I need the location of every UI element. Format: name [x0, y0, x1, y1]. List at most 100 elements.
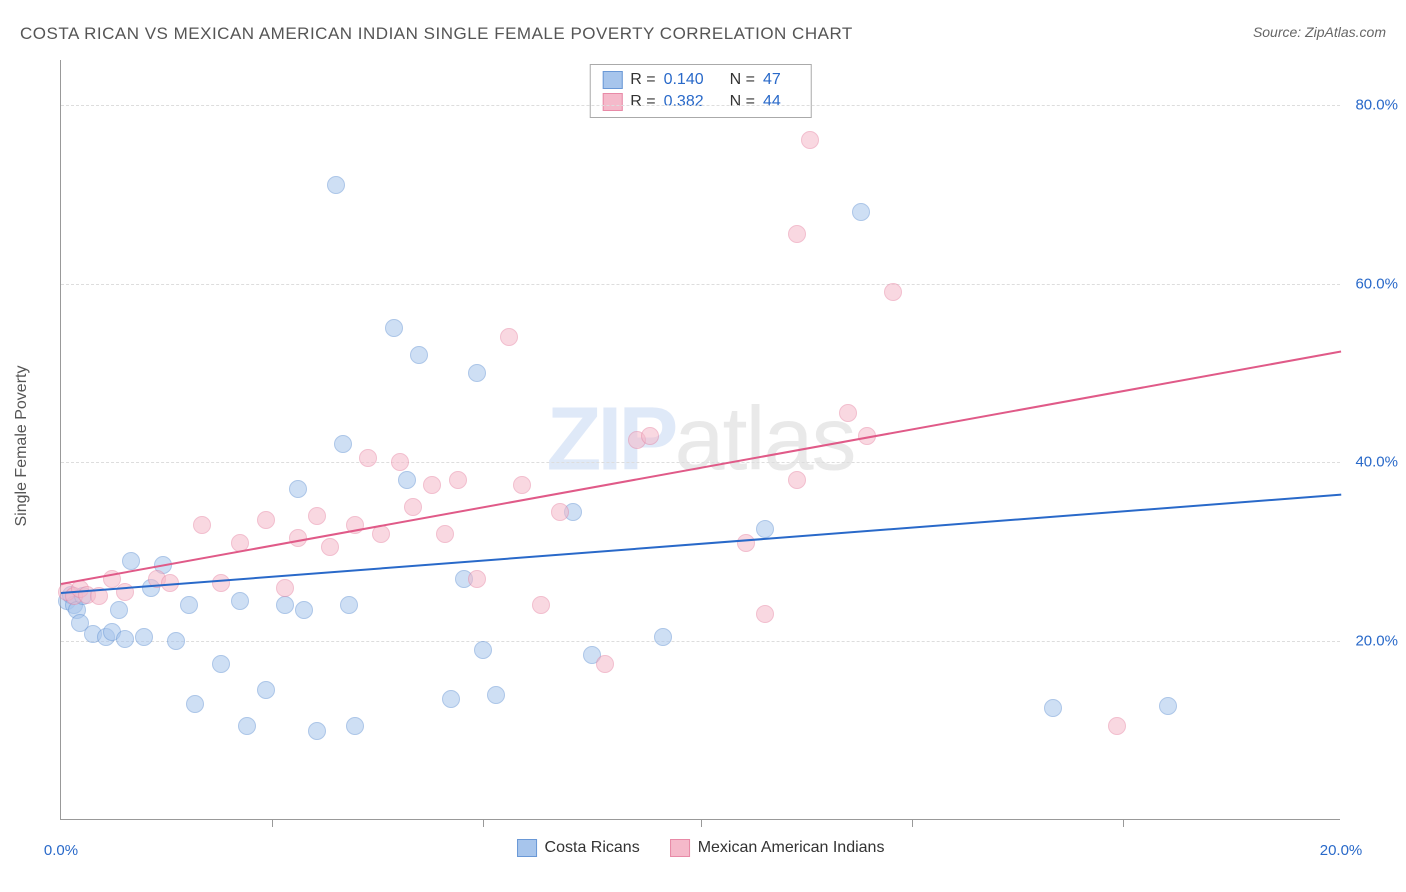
- ytick-label: 80.0%: [1355, 96, 1398, 113]
- ytick-label: 40.0%: [1355, 454, 1398, 471]
- n-value-1: 44: [763, 93, 781, 111]
- scatter-point: [436, 525, 454, 543]
- scatter-point: [238, 717, 256, 735]
- scatter-point: [167, 632, 185, 650]
- legend-stats-row-1: R = 0.382 N = 44: [602, 91, 799, 113]
- scatter-point: [468, 570, 486, 588]
- scatter-point: [551, 503, 569, 521]
- r-label: R =: [630, 93, 655, 111]
- swatch-series-1-icon: [670, 839, 690, 857]
- ytick-label: 60.0%: [1355, 275, 1398, 292]
- r-label: R =: [630, 71, 655, 89]
- scatter-point: [327, 176, 345, 194]
- scatter-point: [788, 225, 806, 243]
- n-label: N =: [730, 71, 755, 89]
- scatter-point: [404, 498, 422, 516]
- scatter-point: [788, 471, 806, 489]
- scatter-point: [449, 471, 467, 489]
- scatter-point: [193, 516, 211, 534]
- scatter-point: [756, 605, 774, 623]
- watermark-atlas: atlas: [674, 389, 854, 489]
- legend-label-0: Costa Ricans: [545, 839, 640, 857]
- scatter-point: [756, 520, 774, 538]
- r-value-0: 0.140: [664, 71, 704, 89]
- scatter-point: [385, 319, 403, 337]
- gridline: [61, 641, 1340, 642]
- ytick-label: 20.0%: [1355, 633, 1398, 650]
- trendline: [61, 494, 1341, 594]
- chart-title: COSTA RICAN VS MEXICAN AMERICAN INDIAN S…: [20, 24, 853, 44]
- scatter-point: [212, 655, 230, 673]
- scatter-point: [852, 203, 870, 221]
- scatter-point: [468, 364, 486, 382]
- scatter-point: [641, 427, 659, 445]
- scatter-point: [398, 471, 416, 489]
- scatter-point: [212, 574, 230, 592]
- scatter-point: [186, 695, 204, 713]
- scatter-point: [340, 596, 358, 614]
- scatter-point: [346, 717, 364, 735]
- xtick-label: 0.0%: [44, 842, 78, 859]
- scatter-point: [289, 480, 307, 498]
- scatter-point: [654, 628, 672, 646]
- scatter-point: [276, 596, 294, 614]
- scatter-point: [487, 686, 505, 704]
- legend-series: Costa Ricans Mexican American Indians: [517, 839, 885, 857]
- watermark: ZIPatlas: [546, 388, 854, 491]
- scatter-point: [295, 601, 313, 619]
- xtick: [1123, 819, 1124, 827]
- scatter-point: [391, 453, 409, 471]
- xtick: [701, 819, 702, 827]
- scatter-point: [276, 579, 294, 597]
- xtick-label: 20.0%: [1320, 842, 1363, 859]
- scatter-point: [321, 538, 339, 556]
- gridline: [61, 105, 1340, 106]
- xtick: [272, 819, 273, 827]
- scatter-point: [1108, 717, 1126, 735]
- scatter-point: [532, 596, 550, 614]
- scatter-point: [1159, 697, 1177, 715]
- scatter-point: [110, 601, 128, 619]
- scatter-point: [180, 596, 198, 614]
- scatter-point: [334, 435, 352, 453]
- scatter-point: [839, 404, 857, 422]
- scatter-point: [257, 511, 275, 529]
- scatter-point: [442, 690, 460, 708]
- n-value-0: 47: [763, 71, 781, 89]
- scatter-point: [423, 476, 441, 494]
- legend-item-0: Costa Ricans: [517, 839, 640, 857]
- gridline: [61, 462, 1340, 463]
- legend-label-1: Mexican American Indians: [698, 839, 885, 857]
- legend-stats-row-0: R = 0.140 N = 47: [602, 69, 799, 91]
- legend-stats: R = 0.140 N = 47 R = 0.382 N = 44: [589, 64, 812, 118]
- swatch-series-1: [602, 93, 622, 111]
- scatter-point: [1044, 699, 1062, 717]
- y-axis-label: Single Female Poverty: [13, 366, 31, 527]
- legend-item-1: Mexican American Indians: [670, 839, 885, 857]
- scatter-point: [257, 681, 275, 699]
- scatter-point: [596, 655, 614, 673]
- chart-container: COSTA RICAN VS MEXICAN AMERICAN INDIAN S…: [0, 0, 1406, 892]
- scatter-point: [231, 592, 249, 610]
- xtick: [912, 819, 913, 827]
- scatter-point: [116, 630, 134, 648]
- scatter-point: [410, 346, 428, 364]
- scatter-point: [135, 628, 153, 646]
- scatter-point: [500, 328, 518, 346]
- scatter-point: [359, 449, 377, 467]
- scatter-point: [122, 552, 140, 570]
- swatch-series-0: [602, 71, 622, 89]
- scatter-point: [513, 476, 531, 494]
- plot-area: ZIPatlas R = 0.140 N = 47 R = 0.382 N = …: [60, 60, 1340, 820]
- scatter-point: [737, 534, 755, 552]
- r-value-1: 0.382: [664, 93, 704, 111]
- scatter-point: [308, 722, 326, 740]
- scatter-point: [801, 131, 819, 149]
- scatter-point: [308, 507, 326, 525]
- scatter-point: [474, 641, 492, 659]
- trendline: [61, 351, 1341, 585]
- xtick: [483, 819, 484, 827]
- gridline: [61, 284, 1340, 285]
- source-label: Source: ZipAtlas.com: [1253, 24, 1386, 40]
- swatch-series-0-icon: [517, 839, 537, 857]
